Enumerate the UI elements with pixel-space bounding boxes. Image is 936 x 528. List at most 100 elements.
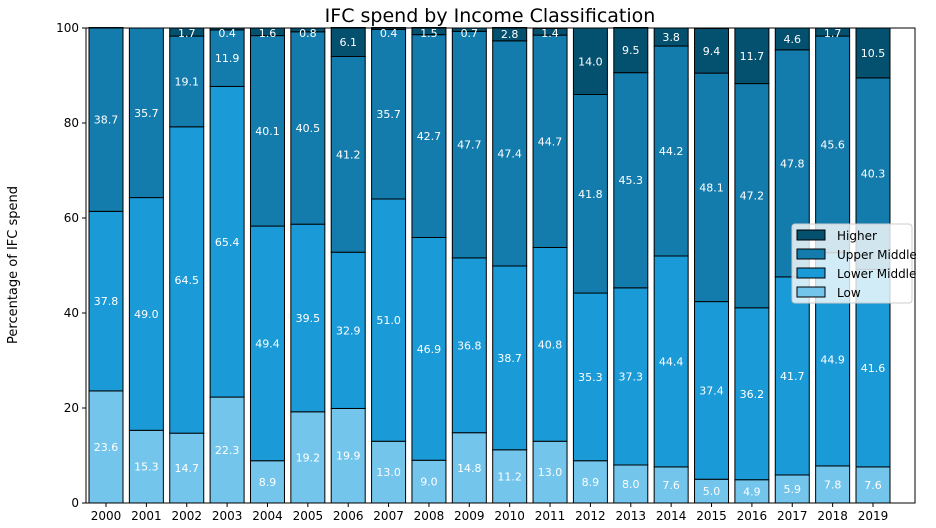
data-label: 0.8 bbox=[299, 27, 317, 40]
bar-upper-middle-2015 bbox=[694, 72, 730, 303]
bar-low-2005 bbox=[290, 411, 326, 504]
bar-lower-middle-2003 bbox=[209, 85, 245, 398]
bar-lower-middle-2000 bbox=[88, 210, 124, 392]
bar-low-2017 bbox=[774, 474, 810, 504]
data-label: 44.4 bbox=[659, 355, 684, 368]
bar-lower-middle-2013 bbox=[613, 287, 649, 466]
bar-upper-middle-2012 bbox=[572, 94, 608, 294]
y-tick-label: 100 bbox=[56, 21, 79, 35]
bar-low-2001 bbox=[128, 429, 164, 504]
data-label: 7.6 bbox=[662, 479, 680, 492]
data-label: 49.4 bbox=[255, 337, 280, 350]
data-label: 38.7 bbox=[497, 352, 522, 365]
data-label: 14.0 bbox=[578, 55, 603, 68]
data-label: 46.9 bbox=[417, 343, 442, 356]
data-label: 19.1 bbox=[174, 75, 199, 88]
data-label: 11.7 bbox=[740, 50, 765, 63]
data-label: 9.5 bbox=[622, 44, 640, 57]
legend-swatch bbox=[796, 248, 826, 260]
data-label: 47.7 bbox=[457, 139, 482, 152]
x-tick-label: 2011 bbox=[535, 509, 566, 523]
x-tick-label: 2012 bbox=[575, 509, 606, 523]
data-label: 19.9 bbox=[336, 450, 361, 463]
chart-title: IFC spend by Income Classification bbox=[325, 5, 656, 27]
data-label: 9.0 bbox=[420, 476, 438, 489]
data-label: 35.7 bbox=[376, 108, 401, 121]
x-tick-label: 2002 bbox=[171, 509, 202, 523]
data-label: 35.7 bbox=[134, 107, 159, 120]
x-tick-label: 2014 bbox=[656, 509, 687, 523]
bar-upper-middle-2002 bbox=[169, 35, 205, 128]
legend-label: Upper Middle bbox=[837, 248, 917, 262]
legend-label: Low bbox=[837, 286, 861, 300]
y-tick-label: 20 bbox=[64, 401, 79, 415]
x-tick-label: 2003 bbox=[212, 509, 243, 523]
legend-box bbox=[791, 223, 913, 304]
bar-upper-middle-2009 bbox=[451, 30, 487, 259]
data-label: 39.5 bbox=[296, 312, 321, 325]
x-tick-label: 2018 bbox=[817, 509, 848, 523]
legend-label: Higher bbox=[837, 229, 877, 243]
data-label: 8.9 bbox=[259, 476, 277, 489]
bar-lower-middle-2017 bbox=[774, 276, 810, 476]
data-label: 6.1 bbox=[339, 36, 357, 49]
data-label: 44.7 bbox=[538, 135, 563, 148]
data-label: 48.1 bbox=[699, 181, 724, 194]
x-tick-label: 2001 bbox=[131, 509, 162, 523]
bar-higher-2013 bbox=[613, 27, 649, 74]
data-label: 41.8 bbox=[578, 188, 603, 201]
y-axis-label: Percentage of IFC spend bbox=[6, 186, 21, 344]
data-label: 19.2 bbox=[296, 451, 321, 464]
bar-lower-middle-2006 bbox=[330, 251, 366, 409]
bar-upper-middle-2007 bbox=[371, 28, 407, 200]
legend-swatch bbox=[796, 267, 826, 279]
data-label: 5.0 bbox=[703, 485, 721, 498]
bar-upper-middle-2003 bbox=[209, 29, 245, 87]
bar-lower-middle-2007 bbox=[371, 198, 407, 442]
data-label: 40.5 bbox=[296, 122, 321, 135]
data-label: 0.4 bbox=[218, 27, 236, 40]
data-label: 13.0 bbox=[376, 466, 401, 479]
y-tick-label: 0 bbox=[71, 496, 79, 510]
data-label: 4.6 bbox=[784, 33, 802, 46]
x-tick-label: 2015 bbox=[696, 509, 727, 523]
bar-lower-middle-2010 bbox=[492, 265, 528, 451]
x-tick-label: 2007 bbox=[373, 509, 404, 523]
data-label: 13.0 bbox=[538, 466, 563, 479]
data-label: 15.3 bbox=[134, 461, 159, 474]
x-tick-label: 2013 bbox=[616, 509, 647, 523]
data-label: 45.6 bbox=[820, 138, 845, 151]
bar-lower-middle-2002 bbox=[169, 126, 205, 434]
plot-frame bbox=[85, 27, 916, 504]
data-label: 8.9 bbox=[582, 476, 600, 489]
bar-higher-2016 bbox=[734, 27, 770, 85]
data-label: 40.3 bbox=[861, 168, 886, 181]
bar-lower-middle-2009 bbox=[451, 257, 487, 434]
data-label: 8.0 bbox=[622, 478, 640, 491]
x-tick-label: 2004 bbox=[252, 509, 283, 523]
bar-upper-middle-2005 bbox=[290, 31, 326, 225]
bar-low-2019 bbox=[855, 466, 891, 504]
y-tick-label: 60 bbox=[64, 211, 79, 225]
bar-low-2000 bbox=[88, 390, 124, 504]
bar-upper-middle-2018 bbox=[815, 35, 851, 254]
data-label: 64.5 bbox=[174, 274, 199, 287]
x-tick-label: 2006 bbox=[333, 509, 364, 523]
data-label: 38.7 bbox=[94, 113, 119, 126]
data-label: 51.0 bbox=[376, 314, 401, 327]
data-label: 35.3 bbox=[578, 371, 603, 384]
data-label: 10.5 bbox=[861, 47, 886, 60]
legend-swatch bbox=[796, 286, 826, 298]
x-tick-label: 2005 bbox=[293, 509, 324, 523]
data-label: 40.8 bbox=[538, 338, 563, 351]
bar-lower-middle-2008 bbox=[411, 236, 447, 461]
data-label: 37.3 bbox=[619, 370, 644, 383]
bar-higher-2012 bbox=[572, 27, 608, 95]
data-label: 41.7 bbox=[780, 370, 805, 383]
bar-upper-middle-2014 bbox=[653, 45, 689, 257]
x-tick-label: 2016 bbox=[737, 509, 768, 523]
data-label: 45.3 bbox=[619, 174, 644, 187]
data-label: 32.9 bbox=[336, 324, 361, 337]
bar-low-2006 bbox=[330, 407, 366, 504]
